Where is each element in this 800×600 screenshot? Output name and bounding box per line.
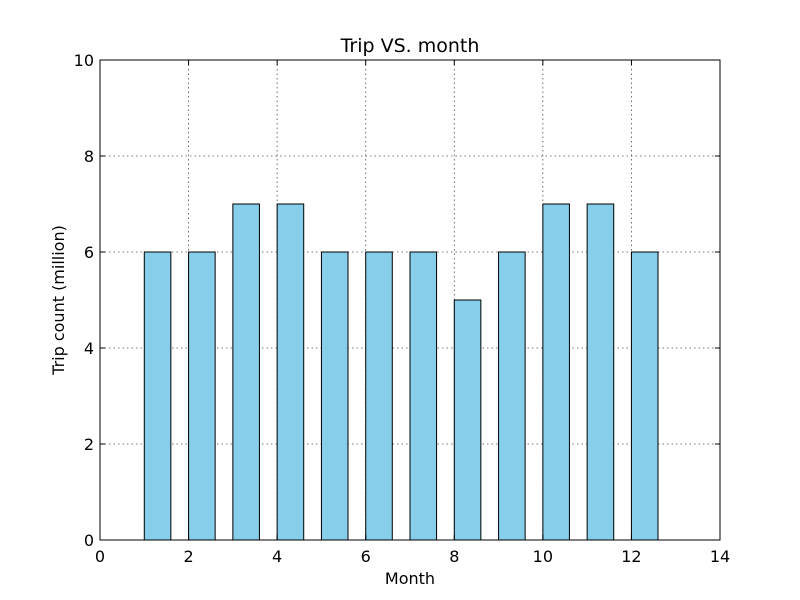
x-axis-title: Month <box>385 569 435 588</box>
y-tick-label: 8 <box>84 147 94 166</box>
y-tick-label: 4 <box>84 339 94 358</box>
bar-month-9 <box>498 251 526 541</box>
x-tick-label: 14 <box>710 547 730 566</box>
bar-month-12 <box>630 251 659 541</box>
bars <box>143 203 659 541</box>
y-tick-label: 2 <box>84 435 94 454</box>
bar-month-2 <box>188 251 216 541</box>
bar-month-8 <box>453 299 482 541</box>
y-tick-label: 10 <box>74 51 94 70</box>
y-tick-label: 0 <box>84 531 94 550</box>
ticks: 0 2 4 6 8 10 12 14 0 2 4 6 8 10 <box>74 51 731 566</box>
y-tick-label: 6 <box>84 243 94 262</box>
bar-month-10 <box>542 203 570 541</box>
plot-frame <box>99 59 721 541</box>
chart-title: Trip VS. month <box>340 35 480 57</box>
bar-month-6 <box>365 251 393 541</box>
bar-month-4 <box>276 203 305 541</box>
x-tick-label: 6 <box>361 547 371 566</box>
bar-month-11 <box>586 203 615 541</box>
y-axis-title: Trip count (million) <box>49 225 68 376</box>
x-tick-label: 4 <box>272 547 282 566</box>
x-tick-label: 10 <box>533 547 553 566</box>
x-tick-label: 12 <box>621 547 641 566</box>
bar-month-1 <box>143 251 172 541</box>
x-tick-label: 0 <box>95 547 105 566</box>
bar-month-7 <box>409 251 438 541</box>
x-tick-label: 2 <box>183 547 193 566</box>
x-tick-label: 8 <box>449 547 459 566</box>
bar-month-3 <box>232 203 260 541</box>
bar-month-5 <box>320 251 349 541</box>
